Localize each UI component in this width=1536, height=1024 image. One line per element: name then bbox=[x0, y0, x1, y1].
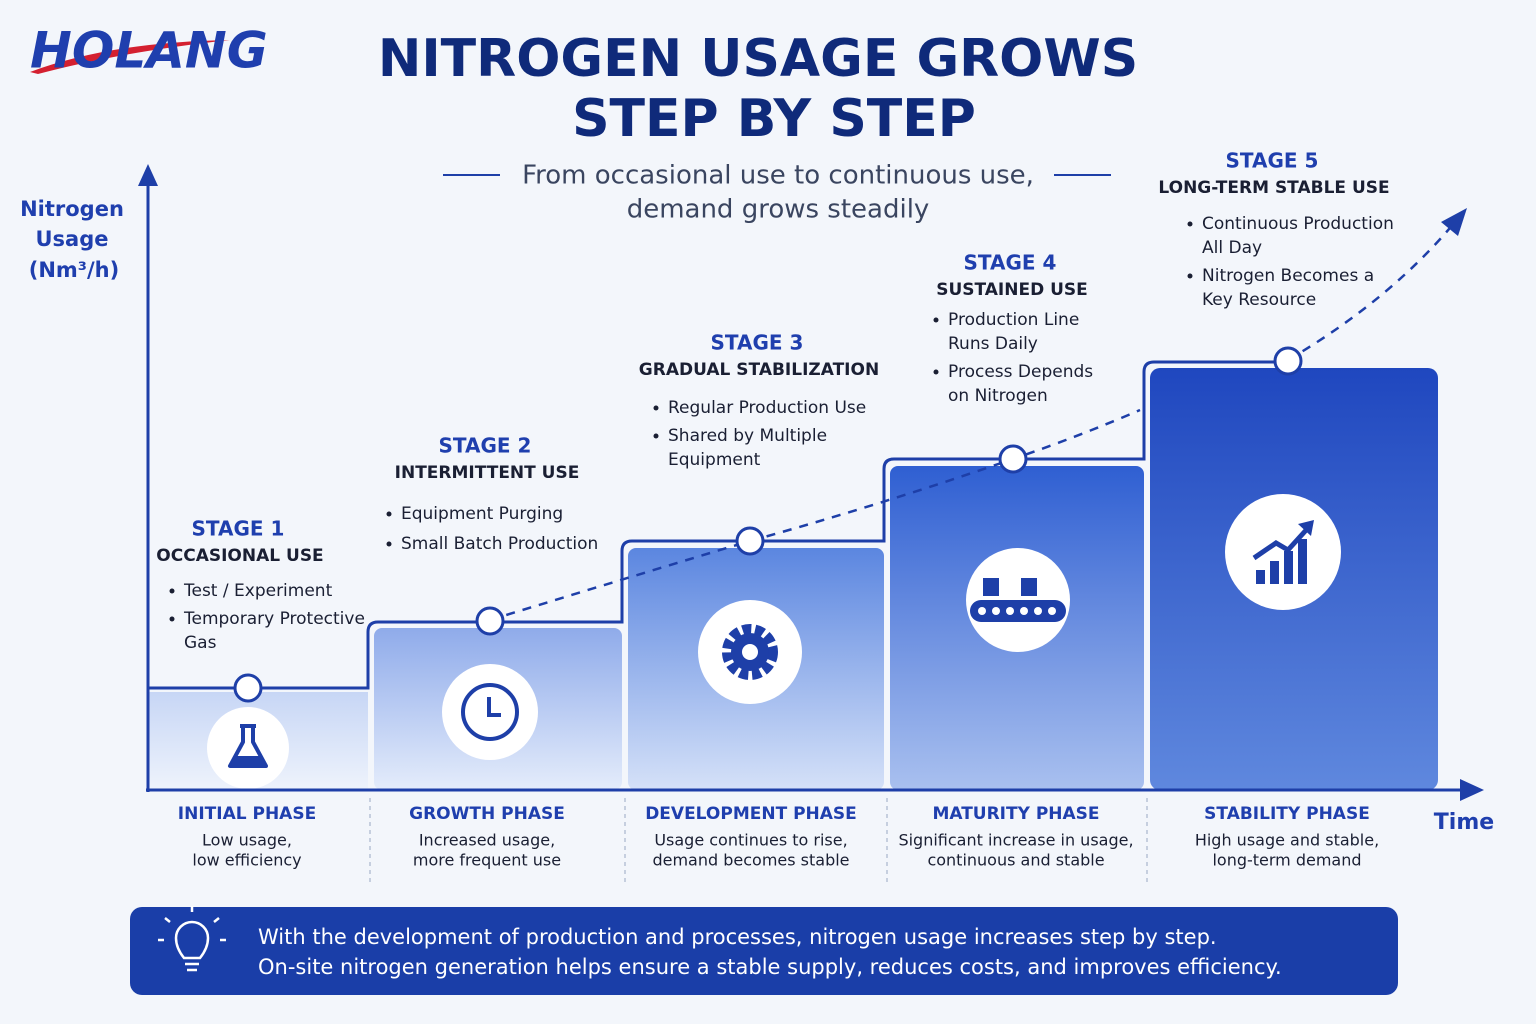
phase-desc: continuous and stable bbox=[927, 851, 1104, 870]
marker bbox=[735, 526, 765, 556]
stage-label: STAGE 3 bbox=[711, 331, 804, 355]
gear-teeth bbox=[722, 624, 778, 680]
marker bbox=[1273, 346, 1303, 376]
phase-label: GROWTH PHASE bbox=[409, 804, 565, 824]
axes bbox=[138, 164, 1484, 801]
phase-desc: low efficiency bbox=[192, 851, 301, 870]
phase-desc: Usage continues to rise, bbox=[654, 831, 847, 850]
bullet-text: Regular Production Use bbox=[668, 398, 866, 418]
stage-name: INTERMITTENT USE bbox=[395, 463, 580, 483]
y-arrow bbox=[138, 164, 158, 186]
phase-desc: demand becomes stable bbox=[652, 851, 849, 870]
gear-hole bbox=[742, 644, 758, 660]
icon-bg bbox=[1225, 494, 1341, 610]
bullet-text: on Nitrogen bbox=[948, 386, 1048, 406]
bullet-text: Continuous Production bbox=[1202, 214, 1394, 234]
bullet-text: Nitrogen Becomes a bbox=[1202, 266, 1374, 286]
steps bbox=[148, 208, 1467, 790]
bullet-dot bbox=[933, 369, 939, 375]
phase-desc: Low usage, bbox=[202, 831, 292, 850]
stage-label: STAGE 4 bbox=[964, 251, 1057, 275]
phase-desc: Increased usage, bbox=[419, 831, 555, 850]
phase-label: STABILITY PHASE bbox=[1204, 804, 1370, 824]
stage-label: STAGE 1 bbox=[192, 517, 285, 541]
subtitle-line: From occasional use to continuous use, bbox=[522, 161, 1034, 191]
footer-line: On-site nitrogen generation helps ensure… bbox=[258, 955, 1282, 979]
trend-line bbox=[489, 221, 1456, 622]
flask-icon bbox=[228, 724, 268, 768]
phase-desc: long-term demand bbox=[1212, 851, 1361, 870]
title: NITROGEN USAGE GROWS STEP BY STEP bbox=[378, 29, 1138, 149]
growth-icon bbox=[1252, 520, 1314, 584]
flask-liquid bbox=[231, 756, 265, 764]
stage-name: LONG-TERM STABLE USE bbox=[1158, 178, 1389, 198]
bullet-text: Equipment bbox=[668, 450, 761, 470]
stage-label: STAGE 2 bbox=[439, 434, 532, 458]
marker bbox=[475, 606, 505, 636]
bullet-dot bbox=[653, 433, 659, 439]
bullet-dot bbox=[169, 588, 175, 594]
bullet-text: Temporary Protective bbox=[183, 609, 365, 629]
stage-name: SUSTAINED USE bbox=[936, 280, 1088, 300]
box bbox=[1021, 578, 1037, 596]
step-markers bbox=[233, 346, 1303, 703]
phase-desc: more frequent use bbox=[413, 851, 561, 870]
x-axis-label: Time bbox=[1434, 810, 1494, 835]
clock-hands bbox=[487, 697, 501, 717]
phase-label: MATURITY PHASE bbox=[932, 804, 1099, 824]
marker bbox=[998, 444, 1028, 474]
y-label-line: Nitrogen bbox=[20, 197, 124, 221]
phase-desc: Significant increase in usage, bbox=[898, 831, 1133, 850]
bullet-dot bbox=[1187, 221, 1193, 227]
clock-icon bbox=[461, 683, 519, 741]
y-label-line: (Nm³/h) bbox=[29, 258, 119, 282]
bulb-icon bbox=[158, 906, 226, 972]
footer-line: With the development of production and p… bbox=[258, 925, 1217, 949]
phase-label: INITIAL PHASE bbox=[178, 804, 316, 824]
bullet-dot bbox=[169, 616, 175, 622]
subtitle: From occasional use to continuous use, d… bbox=[522, 161, 1034, 225]
belt bbox=[970, 600, 1066, 622]
box bbox=[983, 578, 999, 596]
logo: HOLANG bbox=[30, 22, 268, 80]
y-label-line: Usage bbox=[36, 227, 109, 251]
bullet-text: All Day bbox=[1202, 238, 1262, 258]
footer-box bbox=[130, 907, 1398, 995]
bullet-dot bbox=[386, 541, 392, 547]
logo-swoosh bbox=[30, 40, 230, 74]
subtitle-line: demand grows steadily bbox=[627, 195, 930, 225]
bullet-text: Gas bbox=[184, 633, 217, 653]
bullet-dot bbox=[386, 511, 392, 517]
title-line: STEP BY STEP bbox=[572, 89, 976, 149]
phase-label: DEVELOPMENT PHASE bbox=[645, 804, 857, 824]
stage-name: GRADUAL STABILIZATION bbox=[639, 360, 879, 380]
footer-text: With the development of production and p… bbox=[258, 925, 1282, 979]
y-axis-label: Nitrogen Usage (Nm³/h) bbox=[20, 197, 124, 282]
bullet-text: Process Depends bbox=[948, 362, 1093, 382]
title-line: NITROGEN USAGE GROWS bbox=[378, 29, 1138, 89]
bullet-dot bbox=[653, 405, 659, 411]
phase-desc: High usage and stable, bbox=[1195, 831, 1379, 850]
bullet-text: Test / Experiment bbox=[183, 581, 333, 601]
x-arrow bbox=[1460, 779, 1484, 801]
bullet-text: Production Line bbox=[948, 310, 1079, 330]
bullet-text: Small Batch Production bbox=[401, 534, 598, 554]
bullet-text: Equipment Purging bbox=[401, 504, 563, 524]
bullet-text: Runs Daily bbox=[948, 334, 1038, 354]
stage-name: OCCASIONAL USE bbox=[156, 546, 323, 566]
conveyor-icon bbox=[970, 578, 1066, 622]
bullet-text: Shared by Multiple bbox=[668, 426, 827, 446]
bullet-text: Key Resource bbox=[1202, 290, 1316, 310]
stage-label: STAGE 5 bbox=[1226, 149, 1319, 173]
phase-separators bbox=[369, 798, 1148, 882]
bullet-dot bbox=[1187, 273, 1193, 279]
trend-arrow bbox=[1441, 208, 1467, 236]
rollers bbox=[978, 607, 1056, 615]
bullet-dot bbox=[933, 317, 939, 323]
marker bbox=[233, 673, 263, 703]
icon-bg bbox=[207, 707, 289, 789]
